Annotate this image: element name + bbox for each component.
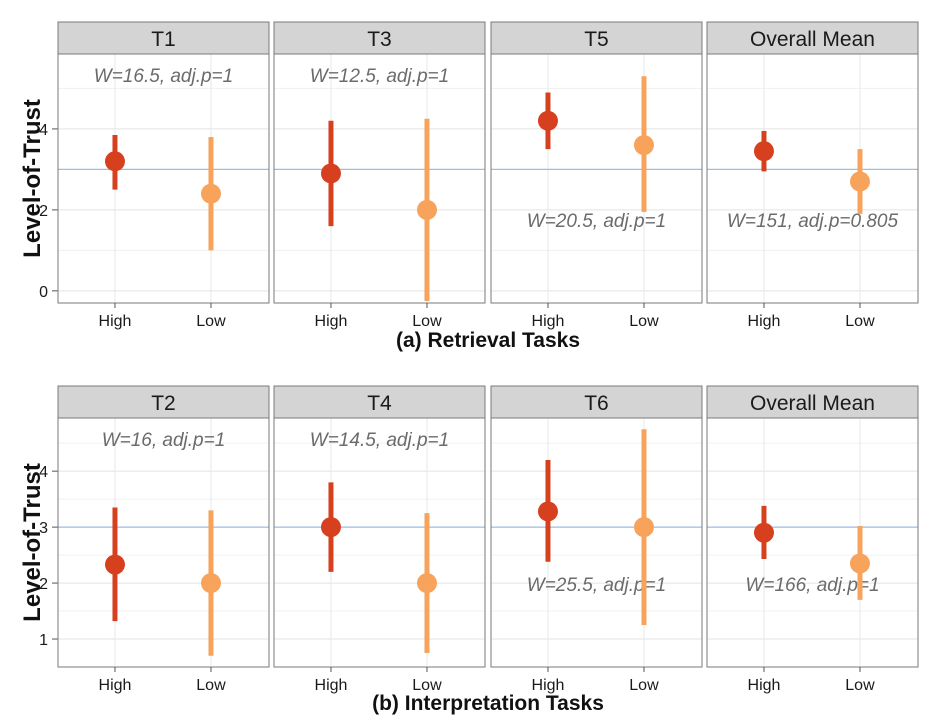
panel-border: [706, 417, 919, 668]
x-tick-label: Low: [845, 313, 875, 330]
test-annotation: W=14.5, adj.p=1: [310, 430, 449, 451]
facet-panel: Overall Mean W=166, adj.p=1 High Low: [706, 385, 919, 694]
panel-border: [490, 53, 703, 304]
mean-point: [200, 183, 221, 204]
mean-point: [200, 573, 221, 594]
x-tick-label: Low: [196, 677, 226, 694]
facet-panel: T4 W=14.5, adj.p=1 High Low: [273, 385, 486, 694]
mean-point: [849, 171, 870, 192]
test-annotation: W=16.5, adj.p=1: [94, 66, 233, 87]
facet-strip-label: T1: [151, 28, 176, 51]
panel-border: [273, 53, 486, 304]
facet-panel: T3 W=12.5, adj.p=1 High Low: [273, 21, 486, 330]
mean-point: [104, 151, 125, 172]
facet-strip: [706, 385, 919, 419]
facet-panel: T6 W=25.5, adj.p=1 High Low: [490, 385, 703, 694]
test-annotation: W=12.5, adj.p=1: [310, 66, 449, 87]
mean-point: [416, 573, 437, 594]
mean-point: [753, 522, 774, 543]
x-tick-label: Low: [629, 313, 659, 330]
mean-point: [633, 135, 654, 156]
x-tick-label: Low: [196, 313, 226, 330]
plot-area: [491, 54, 702, 303]
x-tick-label: Low: [629, 677, 659, 694]
facet-panel: T5 W=20.5, adj.p=1 High Low: [490, 21, 703, 330]
y-axis-label: Level-of-Trust: [19, 463, 46, 622]
facet-strip-label: Overall Mean: [750, 28, 875, 51]
facet-panel: Overall Mean W=151, adj.p=0.805 High Low: [706, 21, 919, 330]
panel-border: [273, 417, 486, 668]
x-tick-label: Low: [845, 677, 875, 694]
y-axis-label: Level-of-Trust: [19, 99, 46, 258]
plot-area: [707, 418, 918, 667]
panel-border: [57, 53, 270, 304]
plot-area: [58, 54, 269, 303]
mean-point: [416, 199, 437, 220]
plot-area: [491, 418, 702, 667]
panel-border: [57, 417, 270, 668]
facet-strip: [57, 385, 270, 419]
plot-area: [707, 54, 918, 303]
mean-point: [320, 517, 341, 538]
facet-strip: [273, 385, 486, 419]
test-annotation: W=151, adj.p=0.805: [727, 211, 899, 232]
y-tick-label: 4: [39, 122, 48, 139]
y-tick-label: 4: [39, 464, 48, 481]
facet-panel: T2 W=16, adj.p=1 High Low: [57, 385, 270, 694]
facet-strip-label: T4: [367, 392, 392, 415]
x-tick-label: High: [532, 677, 565, 694]
panel-border: [706, 53, 919, 304]
y-tick-label: 2: [39, 203, 48, 220]
x-tick-label: Low: [412, 677, 442, 694]
x-tick-label: High: [315, 677, 348, 694]
y-tick-label: 3: [39, 520, 48, 537]
chart-row-1: Level-of-Trust 0 2 4 (a) Retrieval Tasks T1 W=…: [19, 21, 919, 352]
x-tick-label: High: [99, 313, 132, 330]
test-annotation: W=25.5, adj.p=1: [527, 575, 666, 596]
test-annotation: W=166, adj.p=1: [745, 575, 879, 596]
facet-strip-label: T3: [367, 28, 392, 51]
test-annotation: W=20.5, adj.p=1: [527, 211, 666, 232]
x-tick-label: Low: [412, 313, 442, 330]
y-tick-label: 0: [39, 284, 48, 301]
facet-strip: [706, 21, 919, 55]
test-annotation: W=16, adj.p=1: [102, 430, 226, 451]
facet-strip: [490, 21, 703, 55]
y-tick-label: 1: [39, 632, 48, 649]
mean-point: [537, 110, 558, 131]
facet-strip-label: Overall Mean: [750, 392, 875, 415]
x-tick-label: High: [99, 677, 132, 694]
facet-strip-label: T2: [151, 392, 176, 415]
chart-row-2: Level-of-Trust 1 2 3 4 (b) Interpretation Tas…: [19, 385, 919, 715]
mean-point: [104, 554, 125, 575]
facet-strip-label: T5: [584, 28, 609, 51]
y-tick-label: 2: [39, 576, 48, 593]
mean-point: [753, 141, 774, 162]
plot-area: [58, 418, 269, 667]
facet-strip-label: T6: [584, 392, 609, 415]
mean-point: [633, 517, 654, 538]
mean-point: [537, 501, 558, 522]
x-tick-label: High: [748, 313, 781, 330]
facet-panel: T1 W=16.5, adj.p=1 High Low: [57, 21, 270, 330]
mean-point: [320, 163, 341, 184]
section-title: (b) Interpretation Tasks: [372, 692, 604, 715]
section-title: (a) Retrieval Tasks: [396, 329, 580, 352]
x-tick-label: High: [532, 313, 565, 330]
mean-point: [849, 553, 870, 574]
plot-area: [274, 418, 485, 667]
x-tick-label: High: [315, 313, 348, 330]
plot-area: [274, 54, 485, 303]
x-tick-label: High: [748, 677, 781, 694]
panel-border: [490, 417, 703, 668]
facet-strip: [490, 385, 703, 419]
